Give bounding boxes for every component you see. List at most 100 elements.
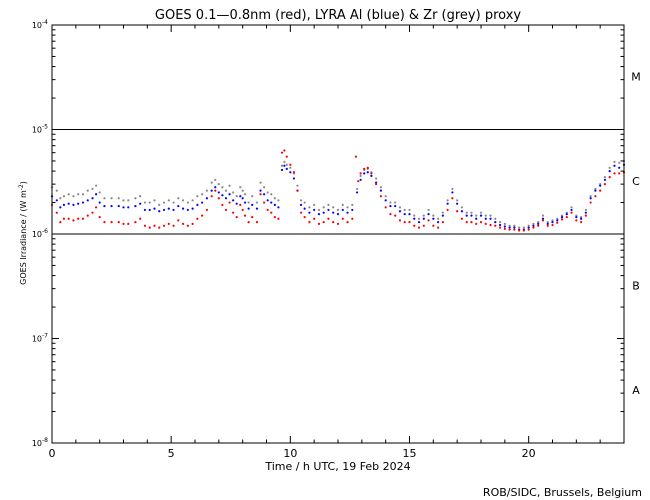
- series-0-point-104: [508, 224, 511, 227]
- series-1-point-32: [205, 197, 209, 200]
- series-2-point-117: [565, 216, 568, 219]
- series-1-point-80: [394, 204, 397, 208]
- series-1-point-81: [398, 210, 402, 213]
- series-1-point-46: [255, 207, 259, 210]
- series-2-point-128: [618, 172, 621, 175]
- series-2-point-116: [560, 218, 564, 221]
- y-tick-label-2: 10-6: [32, 228, 48, 239]
- series-2-point-61: [308, 220, 311, 224]
- series-1-point-110: [537, 222, 540, 225]
- series-2-point-75: [366, 166, 369, 169]
- series-1-point-118: [575, 216, 578, 219]
- series-2-point-60: [303, 216, 306, 219]
- series-2-point-107: [518, 229, 521, 232]
- series-2-point-111: [537, 224, 540, 227]
- series-0-point-40: [235, 195, 238, 198]
- series-1-point-61: [308, 211, 311, 214]
- series-0-point-1: [55, 189, 58, 192]
- series-2-point-19: [143, 224, 147, 227]
- series-1-point-43: [243, 201, 247, 204]
- series-0-point-7: [81, 193, 85, 196]
- series-0-point-49: [266, 191, 269, 194]
- series-1-point-85: [417, 220, 421, 224]
- series-0-point-16: [127, 199, 130, 202]
- series-1-point-15: [122, 206, 125, 209]
- series-1-point-73: [363, 172, 366, 175]
- series-0-point-72: [359, 174, 362, 177]
- series-0-point-100: [489, 214, 492, 217]
- series-1-point-124: [603, 178, 607, 181]
- x-tick-label-15: 15: [403, 447, 417, 460]
- series-0-point-115: [560, 214, 564, 217]
- series-2-point-94: [456, 210, 459, 213]
- series-0-point-93: [456, 199, 459, 202]
- series-0-point-89: [437, 217, 440, 220]
- series-0-point-27: [181, 199, 185, 202]
- series-2-point-18: [139, 217, 142, 220]
- series-0-point-78: [384, 195, 387, 198]
- series-0-point-32: [205, 189, 209, 192]
- series-1-point-53: [280, 168, 284, 172]
- series-1-point-17: [134, 204, 137, 208]
- series-2-point-35: [217, 197, 220, 200]
- series-2-point-39: [232, 211, 235, 214]
- series-0-point-68: [341, 203, 344, 206]
- series-2-point-108: [522, 229, 526, 232]
- series-1-point-120: [584, 211, 587, 214]
- series-1-point-28: [186, 208, 189, 212]
- series-2-point-91: [441, 220, 444, 224]
- series-1-point-35: [217, 191, 220, 194]
- series-0-point-18: [139, 195, 142, 198]
- series-0-point-70: [351, 203, 354, 206]
- series-2-point-24: [167, 222, 170, 225]
- series-0-point-48: [263, 186, 266, 189]
- series-1: [50, 163, 626, 231]
- series-0-point-12: [103, 197, 106, 200]
- series-2-point-10: [94, 206, 98, 209]
- series-2-point-12: [103, 220, 106, 224]
- series-2-point-43: [243, 214, 247, 217]
- series-2-point-74: [363, 167, 366, 170]
- series-0-point-80: [394, 201, 397, 204]
- series-1-point-83: [408, 213, 411, 216]
- series-1-point-119: [580, 217, 583, 220]
- series-0-point-41: [239, 186, 242, 189]
- series-2-point-93: [451, 197, 454, 200]
- series-0-point-51: [273, 197, 276, 200]
- series-1-point-64: [322, 211, 325, 214]
- series-2-point-106: [513, 228, 516, 231]
- series-2-point-20: [148, 226, 151, 229]
- series-1-point-74: [366, 171, 369, 174]
- series-1-point-71: [355, 191, 359, 194]
- series-2-point-101: [489, 223, 492, 227]
- series-1-point-102: [498, 223, 502, 227]
- flare-class-label-M: M: [631, 71, 641, 84]
- series-1-point-45: [251, 203, 254, 206]
- series-0-point-91: [446, 199, 449, 202]
- series-2-point-100: [484, 222, 487, 225]
- series-0-point-79: [389, 201, 392, 204]
- series-0-point-113: [551, 219, 554, 222]
- series-1-point-39: [232, 199, 235, 202]
- series-2-point-112: [541, 219, 545, 222]
- series-0-point-10: [94, 184, 98, 187]
- series-1-point-49: [266, 199, 269, 202]
- series-0-point-126: [613, 160, 616, 163]
- series-0-point-24: [167, 199, 170, 202]
- series-2-point-96: [465, 220, 468, 224]
- series-1-point-42: [241, 197, 244, 200]
- series-2-point-27: [181, 222, 185, 225]
- y-tick-label-base: 10: [32, 126, 42, 135]
- series-0-point-13: [110, 197, 113, 200]
- series-1-point-25: [172, 208, 175, 212]
- series-1-point-122: [594, 189, 597, 192]
- series-2-point-47: [259, 193, 262, 196]
- series-2-point-115: [556, 221, 559, 224]
- y-axis-label-end: ): [19, 181, 28, 184]
- series-2-point-119: [575, 219, 578, 222]
- y-axis-label: GOES Irradiance / (W m-2): [18, 181, 29, 285]
- series-2-point-65: [327, 217, 330, 220]
- series-2-point-14: [117, 220, 120, 224]
- series-0-point-84: [413, 214, 416, 217]
- series-0-point-39: [232, 191, 235, 194]
